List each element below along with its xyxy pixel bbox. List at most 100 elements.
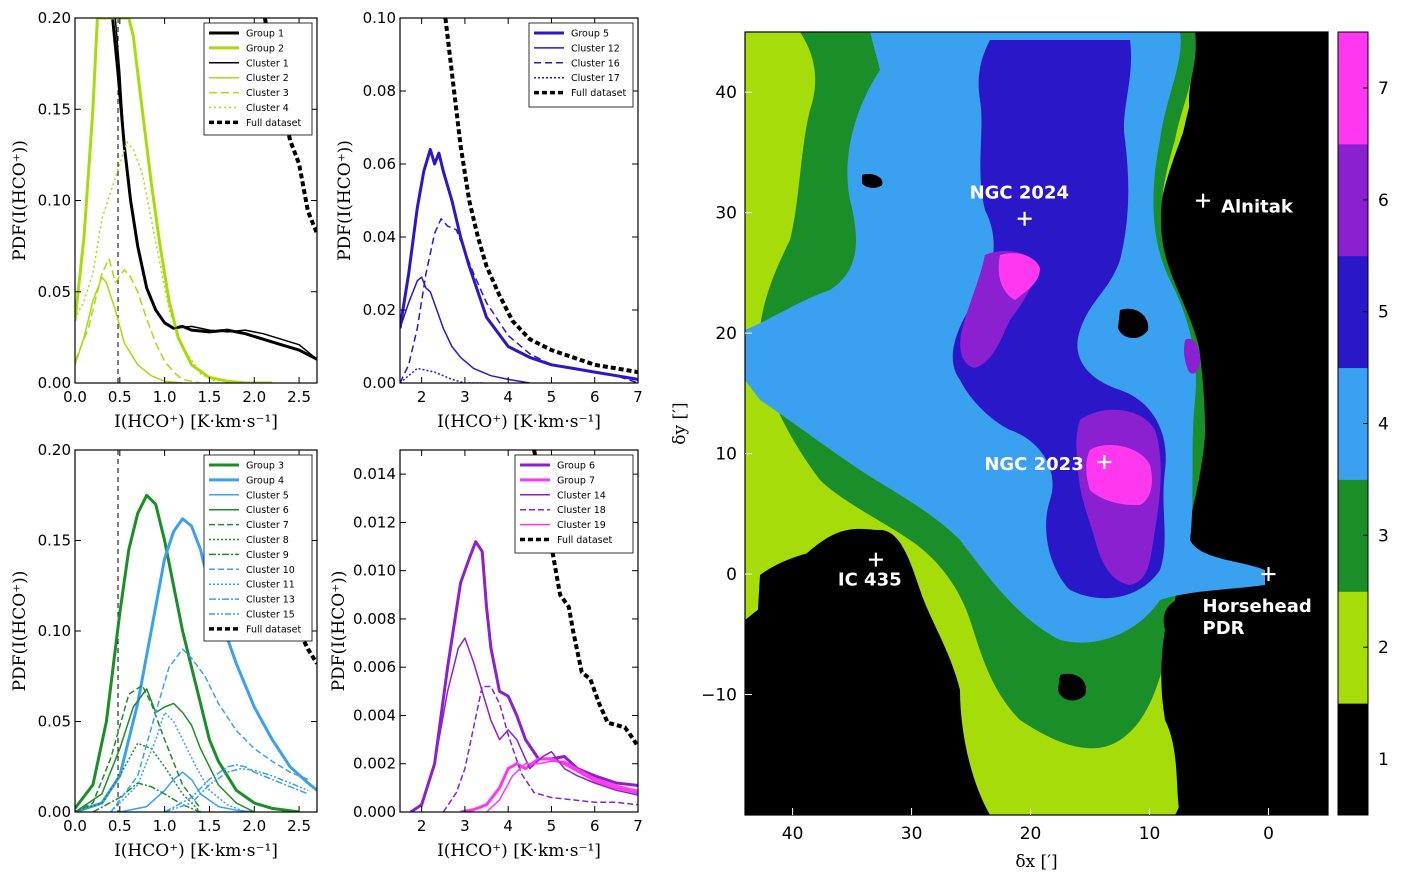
legend-entry: Cluster 10 <box>246 565 295 576</box>
legend-entry: Full dataset <box>571 88 626 99</box>
x-tick-label: 2.0 <box>242 817 266 835</box>
series-line-cluster-18 <box>442 685 638 812</box>
map-axes: 40 30 20 10 0 −10 0 10 20 30 40 δx [′] δy [′] <box>670 83 1274 872</box>
x-tick-label: 0.5 <box>108 388 132 406</box>
map-annotations: NGC 2024 Alnitak NGC 2023 IC 435 HorseheadPD… <box>838 183 1312 639</box>
series-line-cluster-1 <box>114 18 317 360</box>
x-tick-label: 7 <box>633 817 643 835</box>
y-tick-label: 0.00 <box>38 374 71 392</box>
y-tick-label: 0.012 <box>353 513 396 531</box>
map-annotation: IC 435 <box>838 570 902 591</box>
legend-entry: Full dataset <box>246 624 301 635</box>
void-small3 <box>1058 673 1086 701</box>
map-annotation: Horsehead <box>1203 596 1312 617</box>
legend-entry: Group 6 <box>557 461 595 472</box>
x-tick-label: 3 <box>460 388 470 406</box>
legend-entry: Cluster 5 <box>246 490 289 501</box>
x-tick-label: 6 <box>590 388 600 406</box>
map-x-tick-label: 20 <box>1020 824 1042 844</box>
x-tick-label: 2 <box>417 817 427 835</box>
map-y-axis-label: δy [′] <box>670 402 690 444</box>
series-line-group-6 <box>409 540 638 812</box>
series-line-group-4 <box>75 517 317 812</box>
x-tick-label: 0.5 <box>108 817 132 835</box>
plot-area <box>75 450 317 812</box>
series-line-cluster-11 <box>110 711 246 812</box>
x-tick-label: 2 <box>417 388 427 406</box>
y-tick-label: 0.010 <box>353 562 396 580</box>
y-tick-label: 0.00 <box>38 803 71 821</box>
legend-box <box>203 454 313 642</box>
map-x-axis-label: δx [′] <box>1015 852 1057 872</box>
y-axis-label: PDF(I(HCO⁺)) <box>329 571 349 692</box>
map-frame <box>744 31 1329 816</box>
x-tick-label: 5 <box>547 388 557 406</box>
series-line-cluster-2 <box>75 276 183 383</box>
series-line-cluster-8 <box>75 742 202 812</box>
y-tick-label: 0.10 <box>38 192 71 210</box>
legend-entry: Full dataset <box>557 535 612 546</box>
map-annotation: PDR <box>1203 618 1245 639</box>
map-annotation: NGC 2023 <box>984 454 1083 475</box>
legend-entry: Cluster 19 <box>557 520 606 531</box>
y-tick-label: 0.004 <box>353 706 396 724</box>
x-axis-label: I(HCO⁺) [K·km·s⁻¹] <box>437 412 601 432</box>
legend-entry: Cluster 3 <box>246 88 289 99</box>
series-line-cluster-10 <box>110 648 309 812</box>
legend-entry: Cluster 7 <box>246 520 289 531</box>
series-line-cluster-17 <box>400 367 483 383</box>
series-line-cluster-9 <box>92 782 201 812</box>
void-small1 <box>1118 308 1149 339</box>
legend-entry: Cluster 13 <box>246 595 295 606</box>
map-y-tick-label: −10 <box>701 686 737 706</box>
legend-entry: Cluster 6 <box>246 505 289 516</box>
region-7b <box>1086 445 1152 506</box>
x-tick-label: 7 <box>633 388 643 406</box>
x-tick-label: 1.5 <box>198 388 222 406</box>
colorbar-tick-label: 2 <box>1378 638 1389 658</box>
series-line-cluster-14 <box>420 637 638 808</box>
series-line-cluster-13 <box>164 764 309 812</box>
y-tick-label: 0.006 <box>353 658 396 676</box>
panel-bottom-left: 0.0 0.5 1.0 1.5 2.0 2.5 0.00 0.05 0.10 0.15 0.20 I(… <box>10 441 318 861</box>
map-annotation: Alnitak <box>1221 197 1294 218</box>
legend-entry: Cluster 18 <box>557 505 606 516</box>
legend-entry: Cluster 11 <box>246 580 295 591</box>
series-line-full-dataset <box>443 18 638 375</box>
map-y-tick-label: 30 <box>715 204 737 224</box>
colorbar-tick-label: 7 <box>1378 79 1389 99</box>
y-axis-label: PDF(I(HCO⁺)) <box>10 571 30 692</box>
x-tick-label: 1.0 <box>153 388 177 406</box>
y-tick-label: 0.05 <box>38 713 71 731</box>
x-tick-label: 0.0 <box>63 817 87 835</box>
legend: Group 3 Group 4 Cluster 5 Cluster 6 Cluster … <box>203 454 313 642</box>
legend-entry: Group 2 <box>246 43 284 54</box>
panel-frame <box>399 17 639 384</box>
x-axis-label: I(HCO⁺) [K·km·s⁻¹] <box>437 841 601 861</box>
y-tick-label: 0.15 <box>38 532 71 550</box>
y-tick-label: 0.014 <box>353 465 396 483</box>
region-6c <box>1184 338 1200 374</box>
plot-area <box>409 450 638 812</box>
void-ic435 <box>755 549 881 701</box>
x-tick-label: 5 <box>547 817 557 835</box>
legend: Group 5 Cluster 12 Cluster 16 Cluster 17 Ful… <box>528 22 634 108</box>
series-line-cluster-15 <box>164 767 309 812</box>
void-right <box>1161 32 1328 815</box>
map-annotation: NGC 2024 <box>970 183 1069 204</box>
y-tick-label: 0.20 <box>38 9 71 27</box>
legend-entry: Cluster 2 <box>246 73 289 84</box>
series-line-full-dataset <box>532 450 638 748</box>
y-tick-label: 0.10 <box>363 9 396 27</box>
series-line-group-2 <box>75 18 273 383</box>
y-tick-label: 0.000 <box>353 803 396 821</box>
legend-entry: Cluster 15 <box>246 610 295 621</box>
pdf-panels: 0.0 0.5 1.0 1.5 2.0 2.50.000.050.100.150.20I(… <box>10 9 643 861</box>
panel-top-mid: 2 3 4 5 6 7 0.00 0.02 0.04 0.06 0.08 0.10 I(HCO⁺) [K… <box>335 9 643 432</box>
y-tick-label: 0.10 <box>38 622 71 640</box>
map-y-tick-label: 40 <box>715 83 737 103</box>
legend-entry: Group 4 <box>246 475 284 486</box>
legend-entry: Group 1 <box>246 29 284 40</box>
void-small2 <box>862 174 883 188</box>
colorbar-tick-label: 3 <box>1378 526 1389 546</box>
